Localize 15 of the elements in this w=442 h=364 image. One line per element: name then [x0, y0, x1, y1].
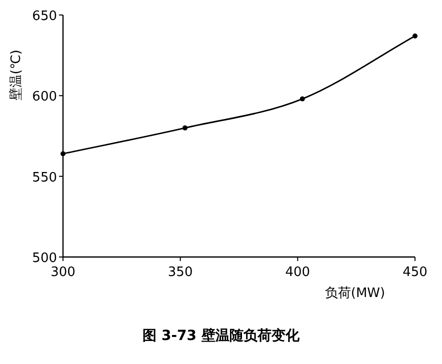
text: 图 3-73 壁温随负荷变化	[142, 327, 300, 344]
x-axis-title: 负荷(MW)	[324, 286, 386, 301]
y-tick-label: 600	[32, 90, 57, 105]
point	[300, 96, 305, 102]
point	[60, 151, 66, 156]
y-tick-label: 550	[32, 170, 57, 186]
x-tick-label: 300	[50, 265, 76, 280]
y-tick-label: 650	[32, 9, 57, 24]
point	[412, 33, 418, 38]
y-axis-title: 壁温(℃)	[9, 50, 24, 100]
x-tick-label: 400	[285, 265, 310, 280]
point	[182, 125, 188, 130]
y-tick-label: 500	[32, 251, 57, 266]
x-tick-label: 450	[402, 265, 428, 280]
x-tick-label: 350	[168, 265, 193, 280]
